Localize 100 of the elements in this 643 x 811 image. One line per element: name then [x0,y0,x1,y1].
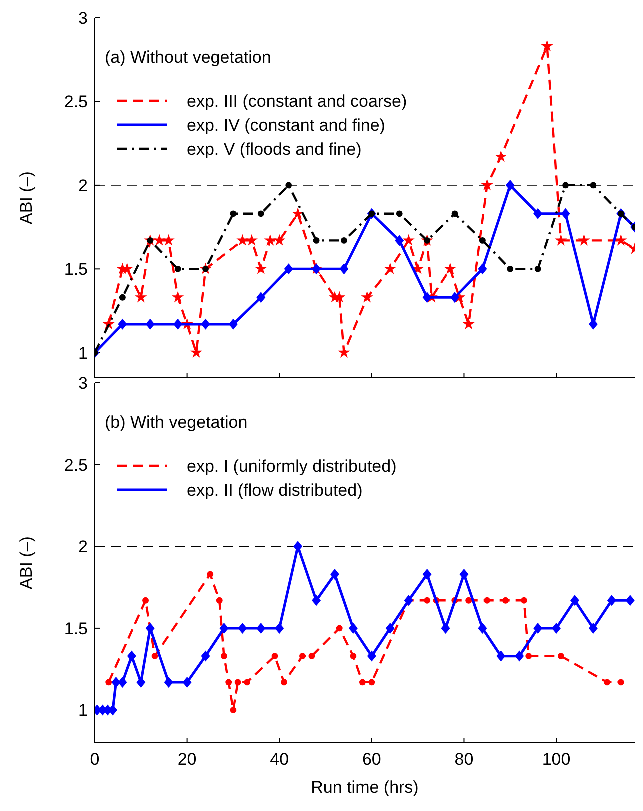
point [534,622,543,634]
point [386,622,395,634]
point [172,291,184,303]
point [182,676,192,688]
point [541,40,554,52]
x-axis-title: Run time (hrs) [311,778,419,797]
point [484,597,491,604]
y-tick-label: 2.5 [64,456,88,475]
point [552,622,562,634]
point [154,234,166,246]
point [615,234,628,246]
legend-label: exp. III (constant and coarse) [187,92,408,111]
point [162,234,175,246]
point [341,238,348,244]
point [246,234,258,246]
point [220,622,229,634]
point [238,622,248,634]
point [340,264,349,275]
point [348,622,358,634]
point [338,346,350,358]
point [479,238,486,244]
point [515,650,524,662]
point [495,150,508,162]
x-tick-label: 0 [90,750,100,769]
point [604,679,611,686]
x-tick-label: 40 [270,750,290,769]
text: (b) With vegetation [105,413,248,432]
point [466,597,472,604]
point [526,653,532,660]
point [478,264,488,275]
point [404,595,414,606]
point [444,262,456,274]
point [207,571,214,578]
point [521,597,528,604]
point [496,650,506,662]
point [336,625,343,632]
point [274,234,286,246]
point [555,234,568,246]
point [286,182,292,189]
point [460,568,469,580]
point [234,679,242,686]
y-tick-label: 2 [78,176,88,196]
point [607,595,616,606]
point [230,707,237,714]
point [441,622,450,634]
point [402,234,415,246]
point [558,653,564,660]
point [507,266,514,272]
point [190,346,203,358]
point [146,318,155,330]
point [174,318,183,330]
point [221,653,228,660]
x-tick-label: 20 [178,750,197,769]
legend-label: exp. I (uniformly distributed) [187,456,397,476]
point [502,597,509,604]
point [299,653,306,660]
point [228,318,238,330]
point [255,262,268,274]
point [422,568,432,580]
legend-label: exp. V (floods and fine) [187,140,362,159]
point [450,292,460,304]
point [174,266,182,272]
point [350,653,357,660]
point [561,208,570,220]
point [118,676,128,688]
point [359,679,366,686]
point [226,679,232,686]
point [506,180,515,191]
point [216,597,223,604]
y-tick-label: 3 [78,374,88,393]
point [284,264,294,275]
point [481,179,494,191]
y-tick-label: 3 [78,8,88,28]
text: (a) Without vegetation [105,48,272,67]
legend-label: exp. IV (constant and fine) [187,116,386,135]
point [201,318,210,330]
point [562,182,569,189]
point [119,294,126,301]
point [164,676,174,688]
point [367,650,376,662]
point [312,595,322,606]
y-tick-label: 2.5 [64,92,88,112]
point [142,597,149,604]
point [292,208,304,220]
x-tick-label: 80 [454,750,474,769]
point [236,234,249,246]
point [330,568,340,580]
point [272,653,278,660]
y-tick-label: 1.5 [64,260,88,280]
point [590,182,597,189]
point [201,650,210,662]
point [258,210,264,218]
point [313,238,320,244]
x-tick-label: 60 [362,750,382,769]
point [112,676,121,688]
point [106,679,112,686]
point [618,679,624,686]
legend-label: exp. II (flow distributed) [187,480,363,500]
point [256,292,266,304]
point [308,653,316,660]
